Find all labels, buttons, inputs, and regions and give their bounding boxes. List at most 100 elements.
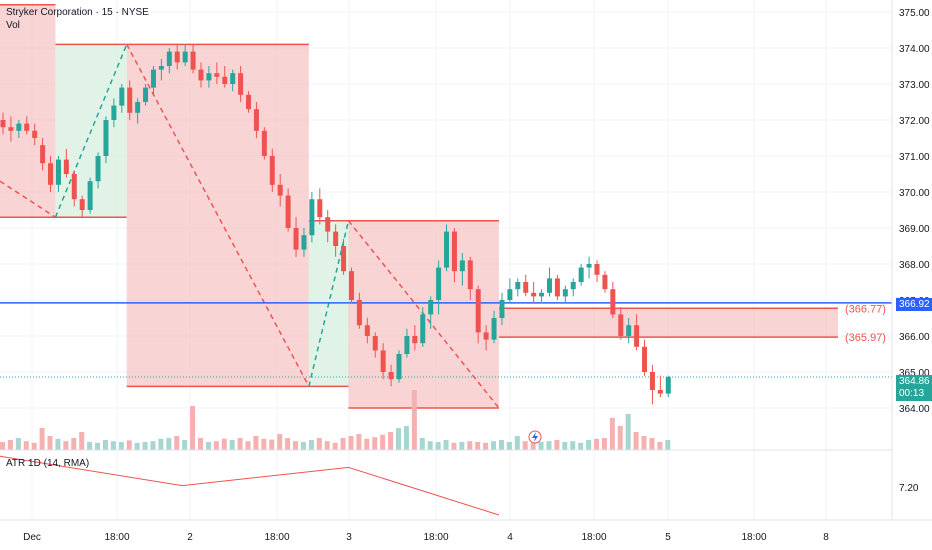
candle-body <box>459 260 465 272</box>
volume-bar <box>522 441 528 450</box>
candle-body <box>32 130 38 138</box>
atr-label: ATR <box>6 458 26 469</box>
candle-body <box>103 120 109 156</box>
candle-body <box>554 278 560 297</box>
trend-dashed-line <box>126 44 310 387</box>
bracket-label-lower: (365.97) <box>845 332 886 344</box>
candle-body <box>546 278 552 293</box>
candle-body <box>475 289 481 333</box>
volume-bar <box>578 442 584 450</box>
price-tick-label: 374.00 <box>899 44 930 55</box>
volume-bar <box>356 434 362 450</box>
time-tick-label: 8 <box>823 532 829 543</box>
time-tick-label: 18:00 <box>104 532 129 543</box>
volume-bar <box>396 428 401 450</box>
volume-bar <box>324 441 330 450</box>
candle-body <box>380 350 386 372</box>
candle-body <box>135 102 141 113</box>
candle-body <box>190 51 196 70</box>
candle-body <box>356 300 362 326</box>
candle-body <box>531 292 537 297</box>
candle-body <box>444 231 450 268</box>
candle-body <box>436 267 442 300</box>
candle-body <box>119 87 125 106</box>
candle-body <box>642 346 648 372</box>
candle-body <box>182 51 188 63</box>
volume-bar <box>443 440 449 450</box>
volume-bar <box>506 442 512 450</box>
candle-body <box>665 377 671 394</box>
volume-bar <box>23 441 29 450</box>
candle-body <box>71 174 77 200</box>
chart-legend: Stryker Corporation · 15 · NYSE Vol <box>6 7 149 31</box>
candle-body <box>293 228 299 250</box>
volume-bar <box>87 442 93 450</box>
volume-bar <box>174 436 180 450</box>
candle-body <box>127 87 133 113</box>
candle-body <box>634 325 640 347</box>
candle-body <box>570 282 576 290</box>
candle-body <box>333 231 339 246</box>
candle-body <box>277 184 283 196</box>
candle-body <box>317 199 323 218</box>
candle-body <box>594 264 600 275</box>
atr-tick-label: 7.20 <box>899 483 919 494</box>
volume-bar <box>198 438 203 450</box>
volume-bar <box>285 438 291 450</box>
candle-body <box>150 69 156 88</box>
volume-bar <box>665 440 671 450</box>
volume-bar <box>617 426 623 450</box>
current-price-tag: 364.86 00:13 <box>896 375 932 401</box>
candle-body <box>523 282 529 293</box>
candle-body <box>325 217 331 232</box>
time-tick-label: 18:00 <box>264 532 289 543</box>
volume-bar <box>293 441 299 450</box>
candle-body <box>515 282 521 290</box>
volume-bar <box>435 442 441 450</box>
volume-bar <box>182 440 188 450</box>
volume-bar <box>261 438 267 450</box>
volume-bar <box>7 440 13 450</box>
volume-bar <box>467 441 473 450</box>
volume-bar <box>483 442 489 450</box>
volume-bar <box>229 440 235 450</box>
candle-body <box>95 156 101 182</box>
candle-body <box>174 51 180 63</box>
candle-body <box>198 69 204 81</box>
volume-bar <box>594 438 599 450</box>
candle-body <box>214 73 220 77</box>
volume-bar <box>253 436 259 450</box>
volume-bar <box>372 437 378 450</box>
candle-body <box>483 332 489 340</box>
candle-body <box>467 260 473 290</box>
candle-body <box>586 264 592 268</box>
price-tick-label: 371.00 <box>899 152 930 163</box>
volume-bar <box>411 390 417 450</box>
candle-body <box>499 300 505 318</box>
volume-bar <box>126 440 132 450</box>
candle-body <box>420 314 426 344</box>
volume-bar <box>316 438 322 450</box>
volume-bar <box>102 440 108 450</box>
time-tick-label: Dec <box>23 532 41 543</box>
price-tick-label: 375.00 <box>899 8 930 19</box>
volume-bar <box>142 442 148 450</box>
candle-body <box>246 94 252 110</box>
candle-body <box>657 390 663 394</box>
time-tick-label: 18:00 <box>581 532 606 543</box>
volume-bar <box>150 441 156 450</box>
volume-bar <box>332 442 338 450</box>
price-tick-label: 365.00 <box>899 368 930 379</box>
volume-bar <box>554 440 560 450</box>
volume-bar <box>31 442 37 450</box>
volume-bar <box>570 441 576 450</box>
volume-bar <box>0 442 5 450</box>
candle-body <box>451 231 457 272</box>
price-tick-label: 373.00 <box>899 80 930 91</box>
volume-bar <box>380 434 386 450</box>
candle-body <box>618 314 624 336</box>
candle-body <box>602 274 608 290</box>
candle-body <box>48 163 54 185</box>
time-tick-label: 5 <box>665 532 671 543</box>
